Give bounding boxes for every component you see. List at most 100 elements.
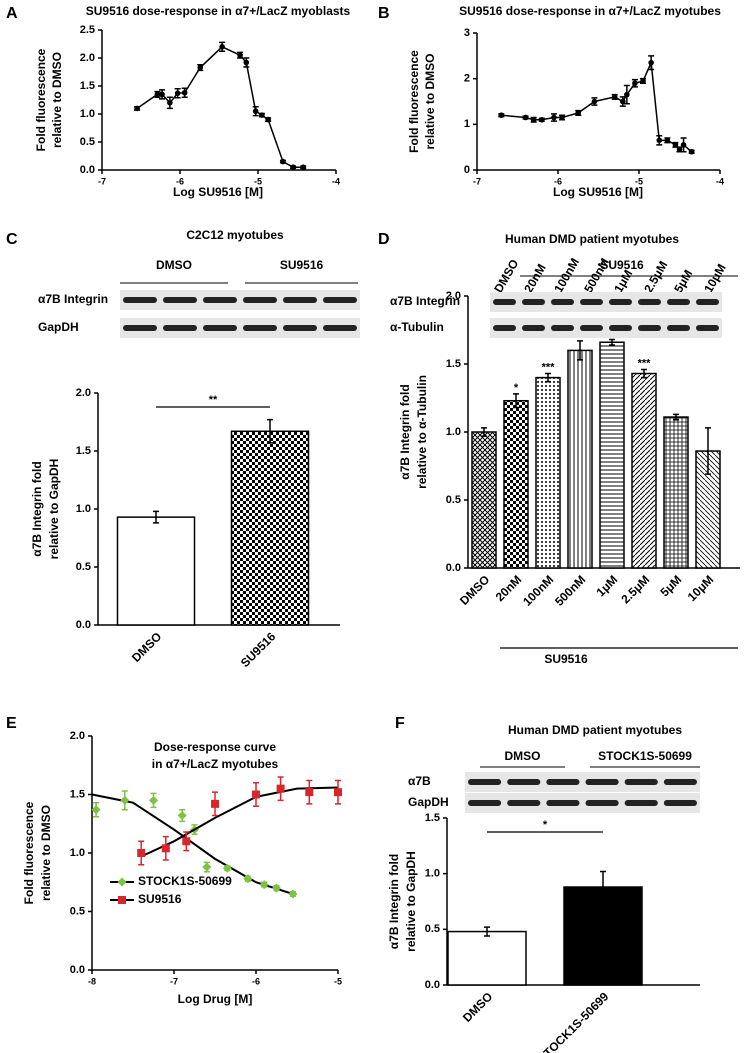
blot-band [507, 800, 541, 806]
blot-band [283, 325, 317, 331]
blot-background [465, 793, 700, 813]
x-tick-label: 10μM [685, 572, 717, 604]
data-point [640, 78, 646, 84]
y-tick-label: 2.5 [80, 24, 95, 36]
blot-group: STOCK1S-50699 [598, 749, 692, 763]
blot-row: GapDH [38, 320, 79, 334]
bar [116, 516, 196, 626]
blot-background [120, 290, 360, 310]
blot-row: GapDH [408, 795, 449, 809]
panel-letter: C [6, 231, 18, 248]
y-tick-label: 0.0 [70, 964, 85, 976]
data-point [305, 788, 314, 797]
bar [535, 376, 561, 569]
blot-background [490, 318, 722, 338]
bar [567, 349, 593, 569]
data-point [177, 811, 187, 821]
data-point [222, 863, 232, 873]
x-tick-label: 500nM [552, 572, 588, 608]
y-axis-label: relative to GapDH [404, 851, 418, 952]
blot-band [663, 779, 697, 785]
x-tick-label: DMSO [460, 989, 495, 1024]
y-axis-label: Fold fluorescence [407, 50, 421, 153]
blot-lane: 10μM [701, 262, 728, 296]
data-point [591, 98, 598, 105]
error-bar [641, 368, 647, 379]
error-bar [545, 372, 551, 383]
panel-letter: A [6, 5, 18, 22]
y-axis-label: relative to GapDH [47, 459, 61, 560]
bar [663, 416, 689, 569]
blot-band [585, 779, 619, 785]
error-bar [153, 510, 159, 524]
error-bar [609, 338, 615, 346]
error-bar [577, 340, 583, 361]
blot-band [638, 325, 661, 331]
x-tick-label: STOCK1S-50699 [535, 989, 611, 1053]
significance: * [514, 382, 519, 394]
y-tick-label: 1.5 [80, 80, 95, 92]
y-tick-label: 1.0 [70, 847, 85, 859]
data-point [211, 799, 219, 808]
y-tick-label: 1.5 [425, 812, 440, 824]
y-tick-label: 0.5 [80, 136, 95, 148]
data-point [288, 889, 298, 899]
y-axis-label: relative to DMSO [39, 805, 53, 901]
error-bar [267, 418, 273, 444]
x-tick-label: 2.5μM [618, 572, 652, 606]
blot-background [120, 318, 360, 338]
blot-band [609, 299, 632, 305]
y-tick-label: 1.0 [425, 868, 440, 880]
data-point [91, 805, 101, 815]
data-point [259, 880, 269, 890]
data-point [174, 90, 181, 97]
significance: *** [638, 357, 652, 369]
error-bar [705, 427, 711, 475]
x-tick-label: DMSO [129, 629, 164, 664]
data-point [680, 142, 687, 148]
y-tick-label: 1.5 [76, 445, 91, 457]
data-point [237, 52, 243, 58]
blot-band [522, 299, 545, 305]
y-tick-label: 0.5 [446, 494, 461, 506]
bar [599, 341, 625, 569]
data-point [280, 158, 286, 165]
error-bar [484, 926, 490, 937]
data-point [159, 91, 165, 98]
blot-lane: 2.5μM [641, 259, 670, 295]
y-axis-label: relative to α-Tubulin [415, 375, 429, 489]
data-point [290, 164, 296, 170]
significance: ** [209, 394, 218, 406]
blot-band [546, 800, 580, 806]
x-tick-label: -6 [554, 176, 562, 186]
y-tick-label: 2.0 [446, 290, 461, 302]
data-point [182, 837, 191, 846]
data-point [688, 148, 695, 155]
significance: * [543, 819, 548, 831]
chart-title: in α7+/LacZ myotubes [152, 757, 279, 771]
y-tick-label: 0 [464, 164, 470, 176]
blot-group: DMSO [505, 749, 541, 763]
y-tick-label: 0.0 [76, 619, 91, 631]
blot-band [585, 800, 619, 806]
chart-title: Human DMD patient myotubes [505, 232, 679, 246]
blot-band [323, 325, 357, 331]
y-axis-label: α7B Integrin fold [30, 461, 44, 556]
panel-letter: E [6, 715, 17, 732]
x-tick-label: -7 [170, 976, 178, 986]
error-bar [513, 393, 519, 409]
bar [695, 450, 721, 569]
blot-band [696, 325, 719, 331]
blot-band [507, 779, 541, 785]
blot-band [243, 297, 277, 303]
significance: *** [542, 361, 556, 373]
y-axis-label: α7B Integrin fold [398, 384, 412, 479]
data-point [676, 146, 683, 153]
blot-band [551, 299, 574, 305]
data-point [243, 874, 253, 884]
data-point [611, 94, 618, 100]
blot-background [490, 292, 722, 312]
blot-band [667, 325, 690, 331]
data-line [501, 59, 693, 153]
blot-row: α7B Integrin [390, 294, 460, 308]
